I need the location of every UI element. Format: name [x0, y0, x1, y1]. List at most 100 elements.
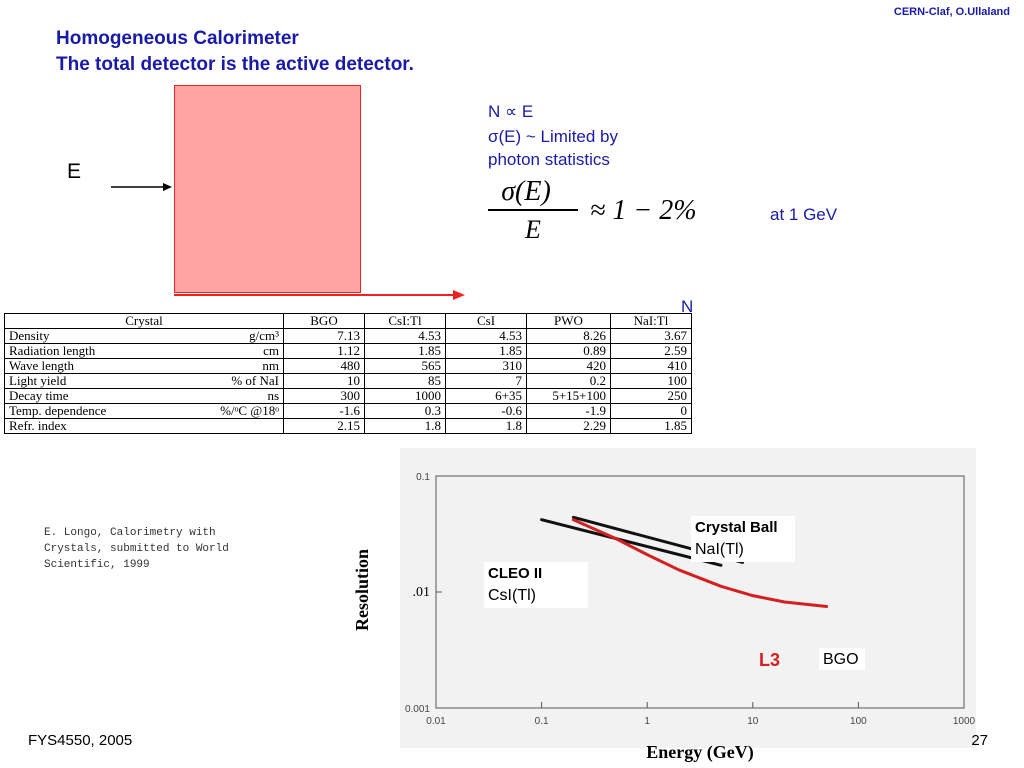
table-row: Wave length nm 480 565 310 420 410 [4, 358, 692, 374]
x-tick-label: 1000 [953, 716, 976, 727]
x-tick-label: 0.01 [426, 716, 446, 727]
value-cell: 2.15 [283, 418, 365, 434]
table-header-row: Crystal BGO CsI:Tl CsI PWO NaI:Tl [4, 313, 692, 329]
citation-line: E. Longo, Calorimetry with [44, 527, 216, 539]
property-cell: Radiation length cm [4, 343, 284, 359]
annotation-sublabel: CsI(Tl) [488, 587, 536, 604]
value-cell: 0.89 [526, 343, 611, 359]
value-cell: 565 [364, 358, 446, 374]
property-name: Light yield [9, 373, 67, 388]
annotation-series-tag: L3 [759, 650, 780, 670]
property-name: Wave length [9, 358, 75, 373]
value-cell: 8.26 [526, 328, 611, 344]
property-cell: Light yield % of NaI [4, 373, 284, 389]
column-header: NaI:Tl [610, 313, 692, 329]
value-cell: 1.85 [610, 418, 692, 434]
input-arrow [111, 183, 172, 191]
value-cell: 1.8 [445, 418, 527, 434]
detector-arrows [111, 183, 465, 300]
formula-rhs: ≈ 1 − 2% [590, 195, 697, 226]
annotation-backdrop [484, 562, 588, 608]
annotation-backdrop [819, 648, 865, 670]
citation: E. Longo, Calorimetry with Crystals, sub… [44, 525, 284, 573]
value-cell: 1.8 [364, 418, 446, 434]
citation-line: Crystals, submitted to World [44, 543, 229, 555]
value-cell: 0.3 [364, 403, 446, 419]
y-tick-label: 0.1 [416, 472, 430, 483]
column-header: CsI [445, 313, 527, 329]
value-cell: 1.12 [283, 343, 365, 359]
proportionality-note: N ∝ E [488, 102, 534, 121]
property-cell: Decay time ns [4, 388, 284, 404]
value-cell: -1.6 [283, 403, 365, 419]
property-name: Refr. index [9, 418, 67, 433]
value-cell: 85 [364, 373, 446, 389]
column-header: CsI:Tl [364, 313, 446, 329]
resolution-chart: 0.01 0.1 1 10 100 1000 0.1 .01 0.001 Energy (GeV)… [352, 448, 976, 763]
value-cell: 7.13 [283, 328, 365, 344]
value-cell: 10 [283, 373, 365, 389]
annotation-label: CLEO II [488, 565, 542, 582]
property-cell: Refr. index [4, 418, 284, 434]
series-line [571, 518, 829, 608]
property-unit: ns [267, 388, 279, 403]
property-name: Radiation length [9, 343, 96, 358]
annotation-sublabel: NaI(Tl) [695, 541, 744, 558]
property-unit: g/cm³ [249, 328, 279, 343]
property-cell: Density g/cm³ [4, 328, 284, 344]
value-cell: 4.53 [445, 328, 527, 344]
table-row: Density g/cm³ 7.13 4.53 4.53 8.26 3.67 [4, 328, 692, 344]
citation-line: Scientific, 1999 [44, 559, 150, 571]
resolution-formula: σ(E) E ≈ 1 − 2% [488, 176, 697, 244]
value-cell: 480 [283, 358, 365, 374]
resolution-note: σ(E) ~ Limited by [488, 127, 619, 146]
value-cell: 2.59 [610, 343, 692, 359]
value-cell: -1.9 [526, 403, 611, 419]
x-tick-label: 10 [747, 716, 759, 727]
column-header-crystal: Crystal [4, 313, 284, 329]
table-row: Refr. index 2.15 1.8 1.8 2.29 1.85 [4, 418, 692, 434]
output-arrow [174, 290, 465, 300]
value-cell: 3.67 [610, 328, 692, 344]
value-cell: 0.2 [526, 373, 611, 389]
value-cell: 100 [610, 373, 692, 389]
property-name: Temp. dependence [9, 403, 107, 418]
energy-reference-note: at 1 GeV [770, 205, 838, 224]
column-header: BGO [283, 313, 365, 329]
table-row: Radiation length cm 1.12 1.85 1.85 0.89 2.59 [4, 343, 692, 359]
x-tick-label: 1 [644, 716, 650, 727]
value-cell: 0 [610, 403, 692, 419]
value-cell: 300 [283, 388, 365, 404]
column-header: PWO [526, 313, 611, 329]
energy-input-label: E [67, 160, 82, 183]
table-row: Light yield % of NaI 10 85 7 0.2 100 [4, 373, 692, 389]
value-cell: 4.53 [364, 328, 446, 344]
formula-numerator: σ(E) [501, 176, 551, 207]
value-cell: 6+35 [445, 388, 527, 404]
footer-course: FYS4550, 2005 [28, 732, 133, 749]
value-cell: 1000 [364, 388, 446, 404]
detector-block [174, 85, 361, 293]
value-cell: 310 [445, 358, 527, 374]
formula-denominator: E [524, 215, 541, 244]
value-cell: 7 [445, 373, 527, 389]
y-tick-label: 0.001 [405, 704, 430, 715]
annotation-backdrop [691, 516, 795, 562]
property-name: Density [9, 328, 50, 343]
slide-title: Homogeneous Calorimeter [56, 28, 299, 49]
y-tick-label: .01 [413, 585, 431, 600]
property-unit: %/ᵒC @18ᵒ [220, 403, 279, 418]
photon-count-label: N [681, 297, 694, 316]
property-name: Decay time [9, 388, 69, 403]
value-cell: -0.6 [445, 403, 527, 419]
header-credit: CERN-Claf, O.Ullaland [893, 6, 1010, 18]
page-number: 27 [971, 732, 988, 749]
value-cell: 420 [526, 358, 611, 374]
property-unit: % of NaI [231, 373, 279, 388]
property-cell: Temp. dependence %/ᵒC @18ᵒ [4, 403, 284, 419]
annotation-label: BGO [823, 651, 859, 668]
value-cell: 2.29 [526, 418, 611, 434]
value-cell: 250 [610, 388, 692, 404]
statistics-note: photon statistics [488, 150, 610, 169]
y-axis-title: Resolution [352, 549, 372, 631]
